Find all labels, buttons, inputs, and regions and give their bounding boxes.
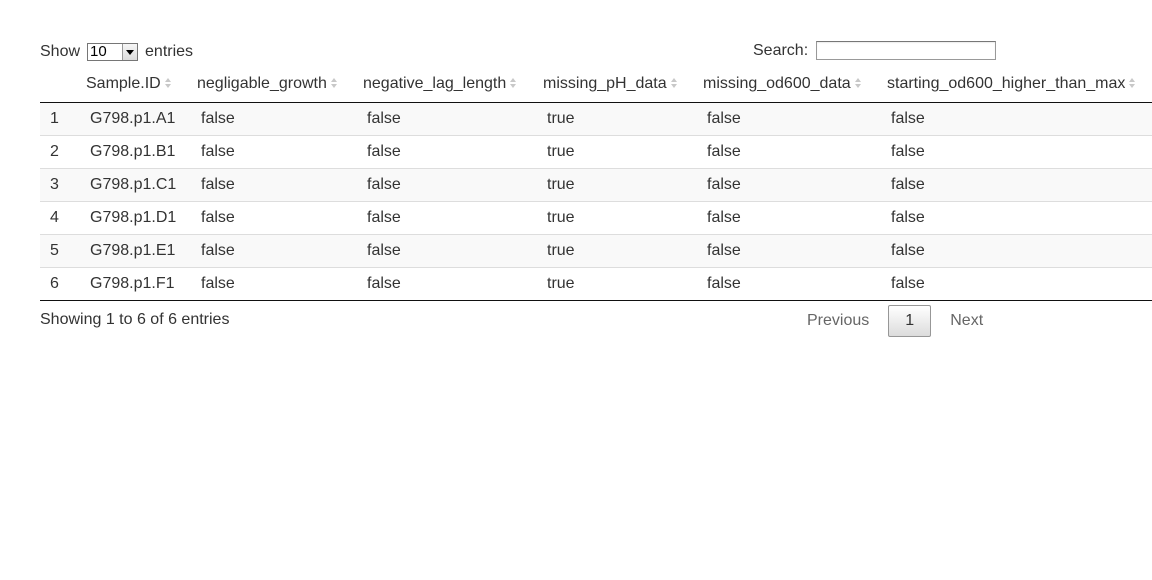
cell-negative-lag-length: false [357, 234, 537, 268]
cell-starting-od600-higher-than-max: false [881, 102, 1152, 136]
cell-missing-ph-data: true [537, 102, 697, 136]
row-index: 2 [40, 135, 80, 169]
pagination: Previous 1 Next [797, 305, 993, 337]
cell-sample-id: G798.p1.C1 [80, 168, 191, 202]
sort-icon [330, 77, 337, 88]
column-header-index [40, 66, 80, 103]
table-row: 6 G798.p1.F1 false false true false fals… [40, 267, 1152, 301]
column-header-negligable-growth[interactable]: negligable_growth [191, 66, 357, 103]
show-label: Show [40, 43, 81, 60]
cell-negligable-growth: false [191, 234, 357, 268]
cell-sample-id: G798.p1.A1 [80, 102, 191, 136]
column-header-label: negative_lag_length [363, 75, 507, 92]
column-header-label: missing_pH_data [543, 75, 667, 92]
column-header-starting-od600-higher-than-max[interactable]: starting_od600_higher_than_max [881, 66, 1152, 103]
cell-negative-lag-length: false [357, 201, 537, 235]
header-row: Sample.ID negligable_growth negative_lag… [40, 66, 1152, 103]
cell-negligable-growth: false [191, 267, 357, 301]
cell-starting-od600-higher-than-max: false [881, 234, 1152, 268]
search-label: Search: [753, 41, 809, 59]
cell-missing-od600-data: false [697, 234, 881, 268]
sort-icon [510, 77, 517, 88]
cell-missing-od600-data: false [697, 267, 881, 301]
cell-missing-od600-data: false [697, 102, 881, 136]
search-input[interactable] [816, 41, 997, 60]
row-index: 5 [40, 234, 80, 268]
column-header-sample-id[interactable]: Sample.ID [80, 66, 191, 103]
cell-sample-id: G798.p1.F1 [80, 267, 191, 301]
length-control: Show 10 entries [40, 41, 193, 63]
column-header-label: missing_od600_data [703, 75, 851, 92]
row-index: 6 [40, 267, 80, 301]
cell-starting-od600-higher-than-max: false [881, 201, 1152, 235]
cell-missing-od600-data: false [697, 135, 881, 169]
sort-icon [164, 77, 171, 88]
cell-negligable-growth: false [191, 201, 357, 235]
cell-starting-od600-higher-than-max: false [881, 135, 1152, 169]
cell-starting-od600-higher-than-max: false [881, 168, 1152, 202]
cell-negative-lag-length: false [357, 267, 537, 301]
cell-sample-id: G798.p1.B1 [80, 135, 191, 169]
page-1-button[interactable]: 1 [888, 305, 932, 337]
table-row: 2 G798.p1.B1 false false true false fals… [40, 135, 1152, 169]
entries-label: entries [145, 43, 194, 60]
cell-sample-id: G798.p1.E1 [80, 234, 191, 268]
cell-negative-lag-length: false [357, 135, 537, 169]
column-header-label: Sample.ID [86, 75, 161, 92]
table-row: 5 G798.p1.E1 false false true false fals… [40, 234, 1152, 268]
table-info: Showing 1 to 6 of 6 entries [40, 311, 230, 328]
cell-missing-ph-data: true [537, 135, 697, 169]
cell-negligable-growth: false [191, 135, 357, 169]
cell-negligable-growth: false [191, 102, 357, 136]
table-row: 1 G798.p1.A1 false false true false fals… [40, 102, 1152, 136]
table-row: 4 G798.p1.D1 false false true false fals… [40, 201, 1152, 235]
cell-starting-od600-higher-than-max: false [881, 267, 1152, 301]
cell-missing-ph-data: true [537, 168, 697, 202]
row-index: 3 [40, 168, 80, 202]
entries-select-value: 10 [90, 43, 107, 60]
next-button[interactable]: Next [950, 312, 984, 329]
entries-select[interactable]: 10 [87, 43, 139, 61]
sort-icon [1129, 77, 1136, 88]
search-control: Search: [753, 41, 997, 60]
cell-missing-od600-data: false [697, 168, 881, 202]
cell-missing-od600-data: false [697, 201, 881, 235]
column-header-label: starting_od600_higher_than_max [887, 75, 1126, 92]
chevron-down-icon[interactable] [122, 44, 138, 60]
previous-button[interactable]: Previous [807, 312, 870, 329]
column-header-missing-od600-data[interactable]: missing_od600_data [697, 66, 881, 103]
column-header-label: negligable_growth [197, 75, 327, 92]
cell-negligable-growth: false [191, 168, 357, 202]
column-header-missing-ph-data[interactable]: missing_pH_data [537, 66, 697, 103]
sort-icon [854, 77, 861, 88]
data-table: Sample.ID negligable_growth negative_lag… [40, 66, 1152, 301]
sort-icon [670, 77, 677, 88]
table-row: 3 G798.p1.C1 false false true false fals… [40, 168, 1152, 202]
row-index: 4 [40, 201, 80, 235]
column-header-negative-lag-length[interactable]: negative_lag_length [357, 66, 537, 103]
cell-sample-id: G798.p1.D1 [80, 201, 191, 235]
cell-negative-lag-length: false [357, 102, 537, 136]
cell-missing-ph-data: true [537, 267, 697, 301]
cell-missing-ph-data: true [537, 201, 697, 235]
cell-negative-lag-length: false [357, 168, 537, 202]
cell-missing-ph-data: true [537, 234, 697, 268]
row-index: 1 [40, 102, 80, 136]
